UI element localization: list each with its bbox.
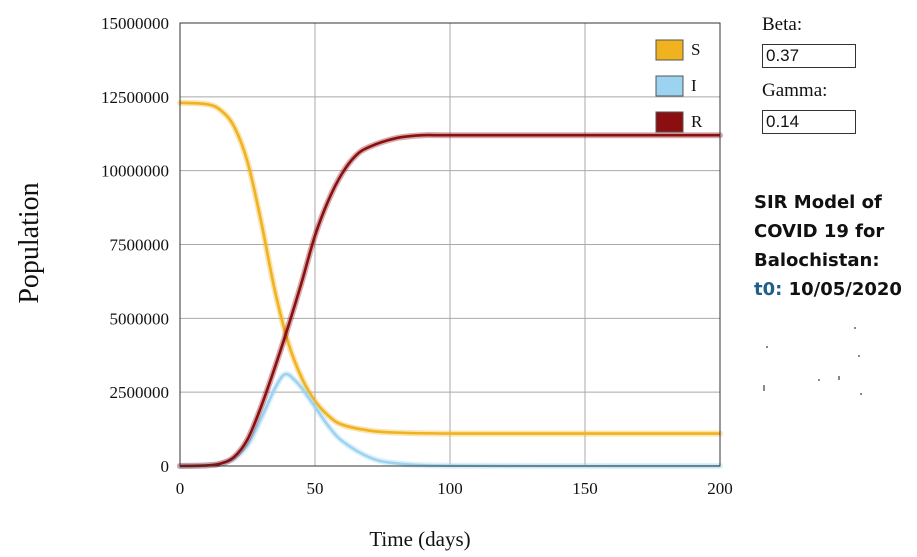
y-tick-label: 5000000 — [110, 309, 170, 328]
series-S-line — [179, 101, 720, 435]
y-tick-label: 0 — [161, 457, 170, 476]
model-title: SIR Model of COVID 19 for Balochistan: t… — [754, 188, 902, 304]
legend: SIR — [655, 39, 703, 133]
gamma-label: Gamma: — [762, 80, 828, 101]
grid-lines — [180, 23, 720, 466]
title-line-3: Balochistan: — [754, 250, 880, 271]
y-tick-label: 2500000 — [110, 383, 170, 402]
y-tick-label: 7500000 — [110, 236, 170, 255]
series-R-line — [179, 133, 720, 468]
legend-swatch-I — [655, 75, 684, 97]
legend-label-I: I — [691, 76, 697, 95]
t0-label: t0: — [754, 279, 783, 300]
title-line-4: t0: 10/05/2020 — [754, 275, 902, 304]
y-tick-label: 15000000 — [101, 14, 169, 33]
gamma-input[interactable] — [762, 110, 856, 134]
beta-input[interactable] — [762, 44, 856, 68]
y-tick-label: 12500000 — [101, 88, 169, 107]
legend-swatch-R — [655, 111, 684, 133]
y-tick-label: 10000000 — [101, 162, 169, 181]
series-layer — [177, 99, 723, 470]
y-axis-label: Population — [14, 182, 45, 303]
legend-swatch-S — [655, 39, 684, 61]
x-axis-label: Time (days) — [369, 527, 470, 551]
tick-labels: 0 50 100 150 200 0 2500000 5000000 7500000 100000… — [101, 14, 733, 498]
x-tick-label: 150 — [572, 479, 598, 498]
legend-label-R: R — [691, 112, 703, 131]
title-line-2: COVID 19 for — [754, 221, 885, 242]
x-tick-label: 100 — [437, 479, 463, 498]
x-tick-label: 0 — [176, 479, 185, 498]
t0-date: 10/05/2020 — [782, 279, 902, 300]
x-tick-label: 200 — [707, 479, 733, 498]
beta-label: Beta: — [762, 14, 803, 35]
x-tick-label: 50 — [307, 479, 324, 498]
plot-frame — [179, 22, 721, 467]
title-line-1: SIR Model of — [754, 192, 882, 213]
legend-label-S: S — [691, 40, 700, 59]
